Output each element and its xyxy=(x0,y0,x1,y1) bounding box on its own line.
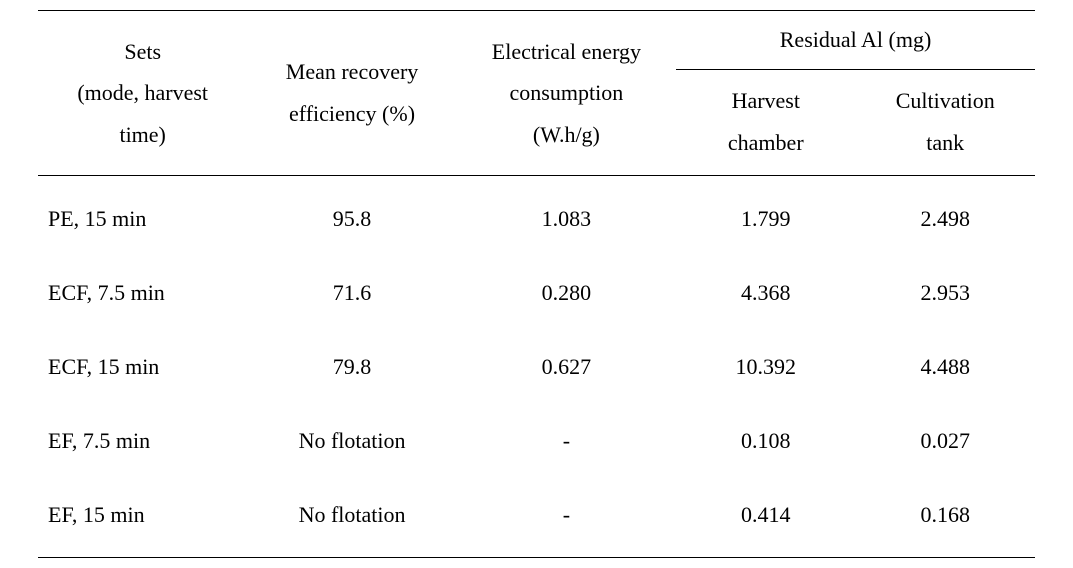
table-row: ECF, 7.5 min 71.6 0.280 4.368 2.953 xyxy=(38,256,1035,330)
col-header-sets-l1: Sets xyxy=(124,39,161,64)
col-header-sets-l3: time) xyxy=(119,122,165,147)
col-header-cultivation-l2: tank xyxy=(926,130,964,155)
cell-cult: 2.498 xyxy=(856,176,1036,256)
table-row: ECF, 15 min 79.8 0.627 10.392 4.488 xyxy=(38,330,1035,404)
col-header-cultivation-l1: Cultivation xyxy=(896,88,995,113)
cell-energy: 1.083 xyxy=(457,176,676,256)
table-row: PE, 15 min 95.8 1.083 1.799 2.498 xyxy=(38,176,1035,256)
col-header-harvest-l1: Harvest xyxy=(732,88,800,113)
col-header-energy-l1: Electrical energy xyxy=(492,39,641,64)
cell-harvest: 4.368 xyxy=(676,256,855,330)
col-header-residual-label: Residual Al (mg) xyxy=(780,27,932,52)
cell-recovery: No flotation xyxy=(247,404,456,478)
col-header-energy-l3: (W.h/g) xyxy=(533,122,600,147)
col-header-sets-l2: (mode, harvest xyxy=(77,80,208,105)
cell-set: PE, 15 min xyxy=(38,176,247,256)
cell-harvest: 0.414 xyxy=(676,478,855,558)
cell-energy: - xyxy=(457,478,676,558)
cell-harvest: 10.392 xyxy=(676,330,855,404)
cell-cult: 0.027 xyxy=(856,404,1036,478)
col-header-cultivation: Cultivation tank xyxy=(856,69,1036,176)
cell-set: ECF, 15 min xyxy=(38,330,247,404)
cell-recovery: No flotation xyxy=(247,478,456,558)
col-header-recovery: Mean recovery efficiency (%) xyxy=(247,11,456,176)
col-header-residual-group: Residual Al (mg) xyxy=(676,11,1035,70)
col-header-harvest-l2: chamber xyxy=(728,130,804,155)
cell-recovery: 95.8 xyxy=(247,176,456,256)
table-row: EF, 15 min No flotation - 0.414 0.168 xyxy=(38,478,1035,558)
cell-recovery: 71.6 xyxy=(247,256,456,330)
cell-energy: - xyxy=(457,404,676,478)
cell-set: EF, 7.5 min xyxy=(38,404,247,478)
col-header-energy-l2: consumption xyxy=(510,80,624,105)
col-header-recovery-l2: efficiency (%) xyxy=(289,101,415,126)
cell-energy: 0.280 xyxy=(457,256,676,330)
cell-recovery: 79.8 xyxy=(247,330,456,404)
table-row: EF, 7.5 min No flotation - 0.108 0.027 xyxy=(38,404,1035,478)
header-row-1: Sets (mode, harvest time) Mean recovery … xyxy=(38,11,1035,70)
col-header-recovery-l1: Mean recovery xyxy=(286,59,419,84)
cell-harvest: 1.799 xyxy=(676,176,855,256)
col-header-energy: Electrical energy consumption (W.h/g) xyxy=(457,11,676,176)
cell-cult: 0.168 xyxy=(856,478,1036,558)
cell-harvest: 0.108 xyxy=(676,404,855,478)
cell-energy: 0.627 xyxy=(457,330,676,404)
col-header-harvest: Harvest chamber xyxy=(676,69,855,176)
cell-set: EF, 15 min xyxy=(38,478,247,558)
table-container: Sets (mode, harvest time) Mean recovery … xyxy=(0,0,1073,568)
data-table: Sets (mode, harvest time) Mean recovery … xyxy=(38,10,1035,558)
col-header-sets: Sets (mode, harvest time) xyxy=(38,11,247,176)
cell-cult: 2.953 xyxy=(856,256,1036,330)
cell-cult: 4.488 xyxy=(856,330,1036,404)
cell-set: ECF, 7.5 min xyxy=(38,256,247,330)
